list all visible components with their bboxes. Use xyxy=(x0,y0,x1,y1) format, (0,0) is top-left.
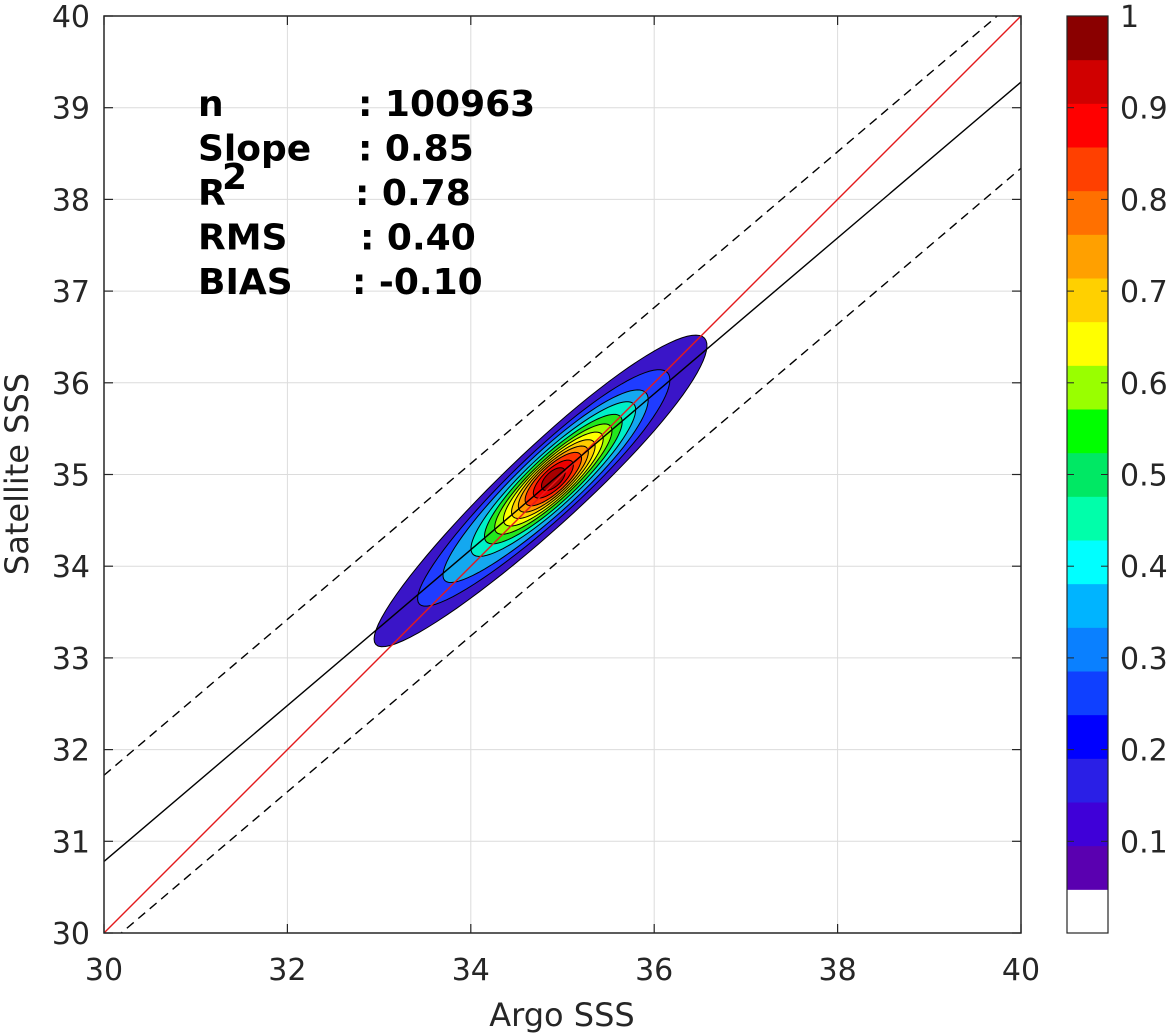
stat-key: RMS xyxy=(198,218,287,259)
colorbar-band xyxy=(1067,16,1108,61)
stat-key: R xyxy=(198,173,226,214)
stat-value: : 100963 xyxy=(358,84,535,125)
y-tick-label: 37 xyxy=(52,275,90,310)
colorbar-band xyxy=(1067,365,1108,410)
colorbar-band xyxy=(1067,234,1108,279)
stat-value: : 0.85 xyxy=(358,129,474,170)
stat-key: Slope xyxy=(198,129,311,170)
y-tick-label: 34 xyxy=(52,550,90,585)
y-tick-label: 32 xyxy=(52,734,90,769)
colorbar-tick-label: 0.7 xyxy=(1120,275,1168,310)
stat-value: : -0.10 xyxy=(352,262,483,303)
colorbar-band xyxy=(1067,321,1108,366)
colorbar-band xyxy=(1067,845,1108,890)
x-tick-label: 34 xyxy=(452,953,490,988)
y-tick-label: 33 xyxy=(52,642,90,677)
y-tick-label: 38 xyxy=(52,183,90,218)
statistics-box: n : 100963 Slope : 0.85 R2 : 0.78 RMS : 0.40 BIA… xyxy=(198,84,535,303)
y-tick-label: 31 xyxy=(52,825,90,860)
y-tick-label: 40 xyxy=(52,0,90,35)
x-tick-label: 40 xyxy=(1002,953,1040,988)
colorbar: 0.1 0.2 0.3 0.4 0.5 0.6 0.7 0.8 0.9 1 xyxy=(1066,0,1168,934)
colorbar-band xyxy=(1067,802,1108,847)
colorbar-tick-label: 0.9 xyxy=(1120,92,1168,127)
y-tick-label: 35 xyxy=(52,459,90,494)
colorbar-tick-label: 0.3 xyxy=(1120,642,1168,677)
stat-key: n xyxy=(198,84,224,125)
colorbar-band xyxy=(1067,278,1108,323)
y-axis-label: Satellite SSS xyxy=(0,373,36,575)
reference-lines xyxy=(104,16,1021,933)
stat-key-superscript: 2 xyxy=(222,157,247,198)
colorbar-band xyxy=(1067,103,1108,148)
colorbar-band xyxy=(1067,190,1108,235)
y-tick-label: 30 xyxy=(52,917,90,952)
x-axis-label: Argo SSS xyxy=(489,996,634,1034)
colorbar-tick-label: 0.1 xyxy=(1120,825,1168,860)
colorbar-band xyxy=(1067,889,1108,934)
regression-line xyxy=(104,81,1021,863)
colorbar-band xyxy=(1067,627,1108,672)
one-to-one-line xyxy=(104,16,1021,933)
y-tick-label: 36 xyxy=(52,367,90,402)
colorbar-band xyxy=(1067,671,1108,716)
lower-bound-line xyxy=(120,167,1021,933)
colorbar-tick-label: 0.6 xyxy=(1120,367,1168,402)
upper-bound-line xyxy=(104,16,999,776)
grid-lines xyxy=(103,15,1022,934)
colorbar-band xyxy=(1067,758,1108,803)
x-tick-label: 36 xyxy=(635,953,673,988)
colorbar-tick-label: 0.5 xyxy=(1120,459,1168,494)
colorbar-band xyxy=(1067,409,1108,454)
x-tick-label: 32 xyxy=(268,953,306,988)
colorbar-tick-label: 0.2 xyxy=(1120,734,1168,769)
axis-ticks: 30 32 34 36 38 40 30 31 32 33 34 35 36 37 38 39 40 xyxy=(52,0,1040,988)
x-tick-label: 30 xyxy=(85,953,123,988)
colorbar-band xyxy=(1067,714,1108,759)
colorbar-band xyxy=(1067,540,1108,585)
colorbar-band xyxy=(1067,496,1108,541)
x-tick-label: 38 xyxy=(819,953,857,988)
colorbar-tick-label: 0.8 xyxy=(1120,183,1168,218)
colorbar-band xyxy=(1067,147,1108,192)
stat-value: : 0.78 xyxy=(355,173,471,214)
stat-key: BIAS xyxy=(198,262,293,303)
colorbar-band xyxy=(1067,583,1108,628)
colorbar-band xyxy=(1067,59,1108,104)
colorbar-tick-label: 0.4 xyxy=(1120,550,1168,585)
colorbar-tick-label: 1 xyxy=(1120,0,1139,35)
y-tick-label: 39 xyxy=(52,92,90,127)
stat-value: : 0.40 xyxy=(360,218,476,259)
